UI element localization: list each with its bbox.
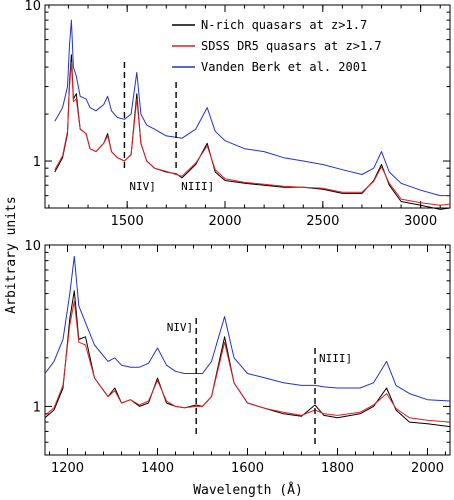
y-tick-label: 10	[24, 0, 41, 14]
annotation-label: NIV]	[167, 321, 194, 334]
y-tick-label: 1	[33, 400, 41, 415]
x-axis-label: Wavelength (Å)	[193, 482, 303, 498]
annotation-label: NIV]	[129, 180, 156, 193]
series-line-n-rich-quasars-at-z-1-7	[54, 54, 451, 210]
series-line-vanden-berk-et-al-2001	[44, 255, 451, 402]
plot-frame	[44, 4, 451, 209]
legend-label: N-rich quasars at z>1.7	[201, 18, 367, 32]
annotation-label: NIII]	[319, 352, 352, 365]
x-tick-label: 1200	[51, 461, 84, 476]
y-axis-label: Arbitrary units	[4, 196, 19, 313]
x-tick-label: 1600	[231, 461, 264, 476]
series-line-n-rich-quasars-at-z-1-7	[44, 290, 451, 428]
legend-label: SDSS DR5 quasars at z>1.7	[201, 39, 382, 53]
bottom-panel: 1200 1400 1600 1800 2000 1 10 NIV] NIII]	[24, 239, 451, 476]
x-tick-label: 2500	[306, 214, 339, 229]
annotation-label: NIII]	[181, 180, 214, 193]
x-tick-label: 1400	[141, 461, 174, 476]
legend-label: Vanden Berk et al. 2001	[201, 60, 367, 74]
y-tick-label: 1	[33, 155, 41, 170]
x-tick-label: 1800	[321, 461, 354, 476]
series-line-vanden-berk-et-al-2001	[54, 19, 450, 197]
x-tick-label: 2000	[411, 461, 444, 476]
y-tick-label: 10	[24, 239, 41, 254]
series-line-sdss-dr5-quasars-at-z-1-7	[54, 61, 451, 206]
x-tick-label: 3000	[404, 214, 437, 229]
x-tick-label: 1500	[111, 214, 144, 229]
x-tick-label: 2000	[208, 214, 241, 229]
series-line-sdss-dr5-quasars-at-z-1-7	[44, 300, 451, 423]
top-panel: 1500 2000 2500 3000 1 10 NIV] NIII] N-rich quasa…	[24, 0, 451, 229]
plot-frame	[44, 244, 451, 456]
